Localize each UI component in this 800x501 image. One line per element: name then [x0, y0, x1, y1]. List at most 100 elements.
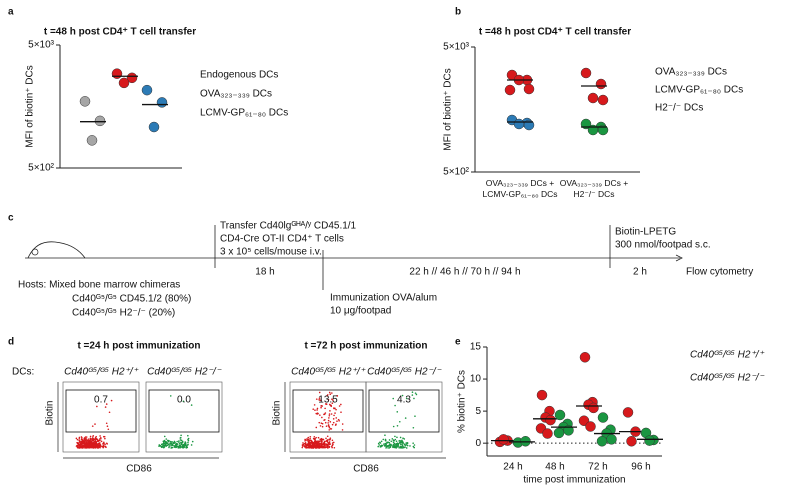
gate-value: 4.3: [397, 395, 411, 406]
flow-event: [104, 443, 106, 446]
flow-event: [99, 446, 101, 449]
interval-label: 2 h: [633, 267, 647, 278]
flow-event: [85, 436, 88, 438]
flow-event: [98, 444, 101, 447]
flow-event: [324, 421, 327, 424]
flow-event: [310, 445, 312, 447]
flow-event: [336, 420, 338, 422]
flow-event: [96, 444, 99, 447]
flow-event: [398, 446, 400, 449]
flow-event: [411, 391, 414, 393]
flow-event: [313, 445, 316, 448]
flow-event: [379, 442, 382, 444]
chart-title: t =48 h post CD4⁺ T cell transfer: [44, 27, 196, 38]
data-point: [79, 96, 91, 107]
interval-label: 22 h // 46 h // 70 h // 94 h: [409, 267, 520, 278]
flow-event: [309, 435, 312, 438]
flow-event: [315, 445, 318, 448]
flow-event: [388, 441, 391, 444]
flow-event: [328, 417, 330, 419]
flow-event: [406, 442, 409, 444]
flow-event: [395, 444, 398, 447]
flow-event: [324, 418, 326, 421]
flow-column-label: Cd40ᴳ⁵/ᴳ⁵ H2⁺/⁺: [291, 367, 366, 378]
flow-event: [334, 412, 336, 414]
flow-event: [83, 437, 86, 440]
y-tick-label: 5×10³: [443, 42, 470, 53]
gate: [368, 389, 440, 433]
flow-event: [325, 425, 328, 427]
flow-event: [304, 446, 306, 448]
flow-event: [389, 445, 392, 448]
flow-event: [315, 446, 317, 449]
flow-event: [163, 444, 166, 447]
flow-event: [398, 420, 401, 423]
flow-event: [320, 399, 322, 402]
flow-event: [391, 438, 394, 440]
panel-label: a: [8, 7, 14, 18]
flow-event: [110, 399, 113, 402]
flow-event: [304, 440, 306, 442]
flow-event: [321, 416, 323, 419]
data-point: [554, 409, 566, 421]
gate-value: 0.0: [177, 395, 191, 406]
transfer-text: Transfer Cd40lgᴳᴴᴬ/ʸ CD45.1/1: [220, 221, 357, 232]
flow-event: [307, 442, 310, 444]
flow-event: [320, 405, 323, 407]
flow-event: [402, 442, 404, 444]
flow-event: [393, 445, 395, 448]
flow-event: [325, 403, 327, 405]
flow-column-label: Cd40ᴳ⁵/ᴳ⁵ H2⁺/⁺: [64, 367, 139, 378]
flow-event: [404, 446, 406, 448]
flow-event: [91, 425, 94, 427]
flow-event: [308, 440, 311, 442]
flow-event: [187, 441, 189, 444]
flow-event: [177, 446, 180, 449]
data-point: [156, 97, 168, 108]
flow-event: [404, 417, 407, 419]
flow-event: [388, 444, 391, 447]
flow-event: [323, 443, 325, 446]
flow-event: [161, 443, 164, 445]
flow-event: [176, 440, 178, 443]
flow-event: [102, 435, 105, 438]
flow-event: [161, 446, 163, 449]
flow-event: [309, 437, 311, 440]
flow-event: [83, 443, 85, 445]
flow-event: [78, 445, 81, 447]
flow-event: [174, 444, 177, 447]
flow-event: [320, 439, 323, 442]
flow-event: [399, 445, 402, 448]
flow-event: [384, 439, 387, 442]
flow-event: [316, 444, 319, 446]
panel-label: c: [8, 213, 14, 224]
flow-event: [95, 445, 98, 448]
flow-event: [388, 439, 391, 441]
flow-event: [83, 441, 85, 444]
flow-event: [85, 444, 88, 446]
flow-event: [100, 437, 102, 440]
flow-event: [382, 438, 385, 441]
data-point: [545, 414, 556, 426]
flow-event: [333, 407, 335, 410]
flow-event: [396, 442, 399, 445]
flow-event: [79, 444, 82, 446]
flow-event: [323, 442, 325, 444]
flow-event: [377, 445, 380, 448]
flow-event: [96, 446, 99, 449]
flow-event: [396, 411, 399, 413]
flow-event: [181, 440, 184, 443]
flow-event: [165, 441, 167, 443]
flow-event: [393, 442, 396, 445]
flow-event: [405, 444, 408, 446]
flow-x-label: CD86: [126, 464, 152, 475]
flow-event: [385, 442, 387, 445]
flow-event: [312, 445, 314, 447]
flow-event: [87, 438, 90, 440]
flow-event: [171, 441, 173, 443]
flow-event: [304, 443, 307, 445]
x-tick-label: 48 h: [545, 462, 564, 473]
x-axis-label: time post immunization: [523, 475, 625, 486]
hosts-text: Hosts: Mixed bone marrow chimeras: [18, 280, 180, 291]
